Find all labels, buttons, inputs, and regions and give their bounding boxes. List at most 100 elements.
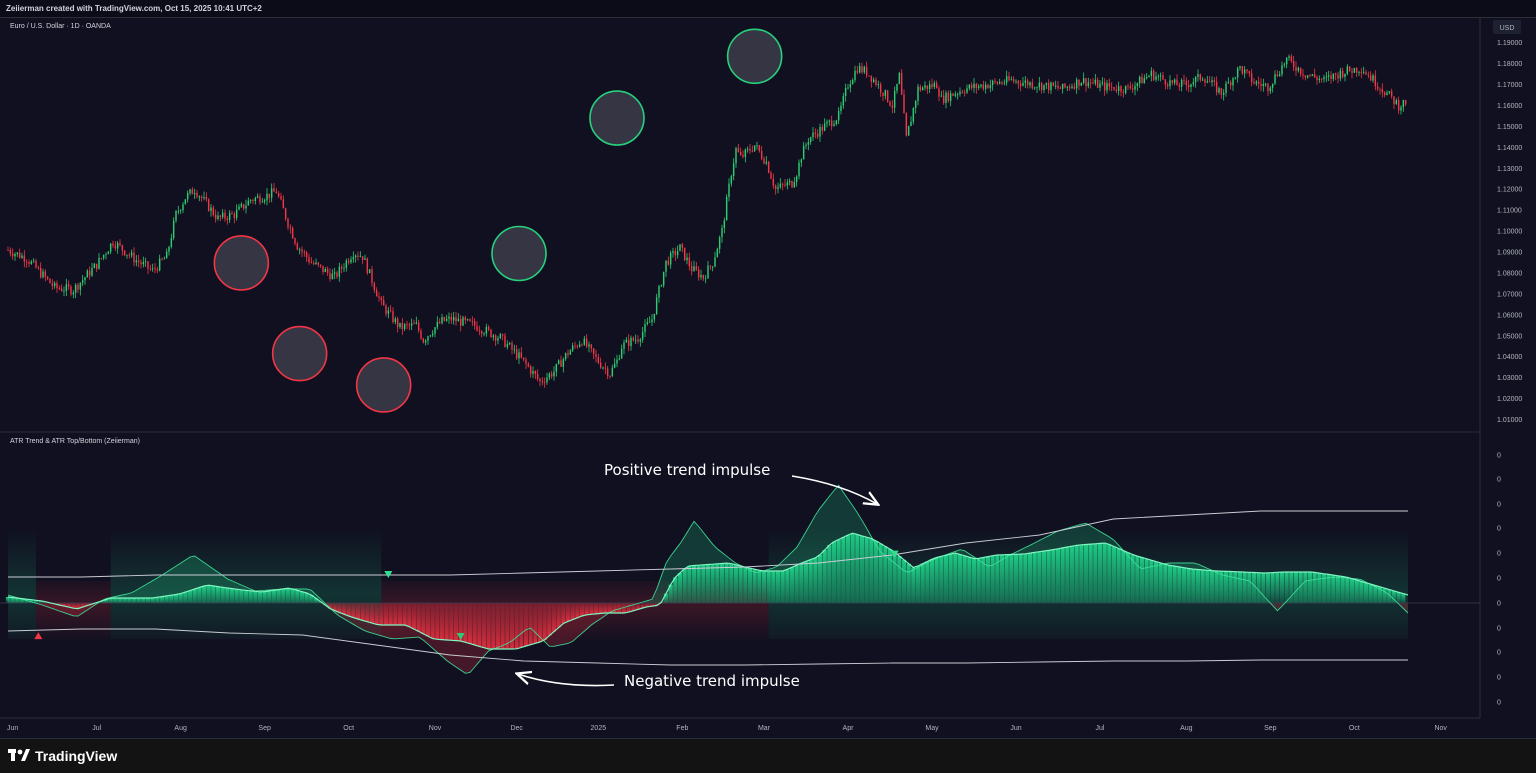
candle (238, 203, 240, 211)
candle (1334, 72, 1337, 81)
trend-bar (537, 603, 543, 642)
candle (886, 89, 889, 103)
candle (1358, 70, 1360, 77)
trend-bar (752, 569, 757, 603)
tradingview-logo[interactable]: TradingView (8, 746, 117, 766)
candle (1040, 81, 1043, 94)
candle (744, 148, 747, 163)
time-tick-label: 2025 (591, 725, 607, 732)
trend-bar (850, 533, 855, 603)
trend-bar (761, 571, 767, 603)
candle (683, 247, 686, 262)
candle (567, 349, 569, 358)
candle (282, 195, 285, 209)
time-tick-label: Aug (174, 725, 187, 732)
candle (784, 179, 786, 188)
trend-bar (747, 568, 753, 603)
bull-marker (456, 632, 465, 640)
candle (1337, 71, 1339, 84)
candle (30, 259, 33, 265)
trend-bar (1200, 569, 1205, 603)
candle (1080, 82, 1083, 87)
candle (1164, 79, 1167, 90)
trend-bar (379, 603, 384, 625)
trend-bar (873, 540, 879, 603)
candle (1367, 71, 1370, 79)
price-pane[interactable]: Euro / U.S. Dollar · 1D · OANDA (7, 23, 1407, 413)
indicator-fill (5, 485, 1408, 674)
candle (786, 179, 789, 190)
trend-bar (1312, 572, 1317, 603)
candle (1038, 77, 1041, 91)
candle (1318, 75, 1321, 83)
candle (877, 80, 880, 89)
candle (884, 89, 887, 100)
candle (469, 318, 471, 322)
candle (553, 366, 555, 381)
candle (849, 80, 852, 93)
candle (889, 100, 891, 107)
trend-bar (467, 603, 473, 644)
candle (480, 330, 483, 338)
price-tick-label: 1.07000 (1497, 291, 1522, 298)
trend-bar (1331, 575, 1336, 603)
candle (961, 89, 964, 94)
trend-bar (1130, 554, 1135, 603)
trend-bar (780, 571, 785, 603)
candle (1085, 77, 1087, 92)
candle (1155, 71, 1157, 82)
candle (609, 375, 611, 379)
candle (1390, 88, 1393, 99)
candle (1351, 67, 1353, 79)
trend-bar (869, 538, 874, 603)
candle (914, 99, 917, 114)
indicator-pane[interactable]: ATR Trend & ATR Top/Bottom (Zeiierman) P… (0, 438, 1480, 690)
trend-bar (215, 586, 221, 603)
candle (1320, 78, 1323, 83)
candle (963, 89, 966, 97)
candle (900, 69, 903, 96)
candle (982, 80, 985, 91)
candle (991, 79, 994, 91)
candle (35, 258, 37, 269)
price-axis[interactable]: USD 1.19000 1.18000 1.17000 1.16000 1.15000 1… (1479, 18, 1536, 738)
candle (760, 146, 763, 161)
candle (1295, 61, 1297, 76)
trend-bar (1298, 572, 1303, 603)
candle (249, 199, 252, 204)
time-tick-label: Mar (758, 725, 771, 732)
candle (527, 362, 530, 368)
price-legend: Euro / U.S. Dollar · 1D · OANDA (10, 23, 111, 30)
candle (137, 254, 140, 268)
candle (205, 192, 208, 202)
candle (994, 78, 996, 84)
price-tick-label: 1.02000 (1497, 396, 1522, 403)
candle (1348, 65, 1351, 72)
indicator-tick-label: 0 (1497, 526, 1501, 533)
candle (837, 107, 840, 125)
trend-bar (593, 603, 599, 614)
trend-bar (173, 594, 179, 603)
candle (1386, 90, 1388, 96)
candle (130, 249, 133, 258)
candle (1325, 71, 1328, 82)
candle (399, 322, 401, 329)
trend-bar (393, 603, 398, 625)
candle (74, 283, 77, 299)
candle (203, 191, 205, 201)
candle (1159, 72, 1162, 82)
candle (534, 370, 537, 380)
time-axis[interactable]: Jun Jul Aug Sep Oct Nov Dec 2025 Feb Mar Apr May Jun… (0, 717, 1480, 732)
candle (1064, 82, 1066, 89)
candle (1148, 74, 1150, 78)
currency-badge[interactable] (1493, 20, 1521, 34)
trend-bar (1158, 562, 1163, 603)
candle (1239, 65, 1241, 71)
trend-bar (1401, 593, 1406, 603)
chart-canvas[interactable]: Euro / U.S. Dollar · 1D · OANDA ATR Tren… (0, 18, 1536, 738)
candle (294, 237, 296, 246)
candle (490, 328, 492, 339)
trend-bar (127, 598, 132, 603)
candle (1045, 82, 1048, 90)
candle (1290, 53, 1293, 64)
